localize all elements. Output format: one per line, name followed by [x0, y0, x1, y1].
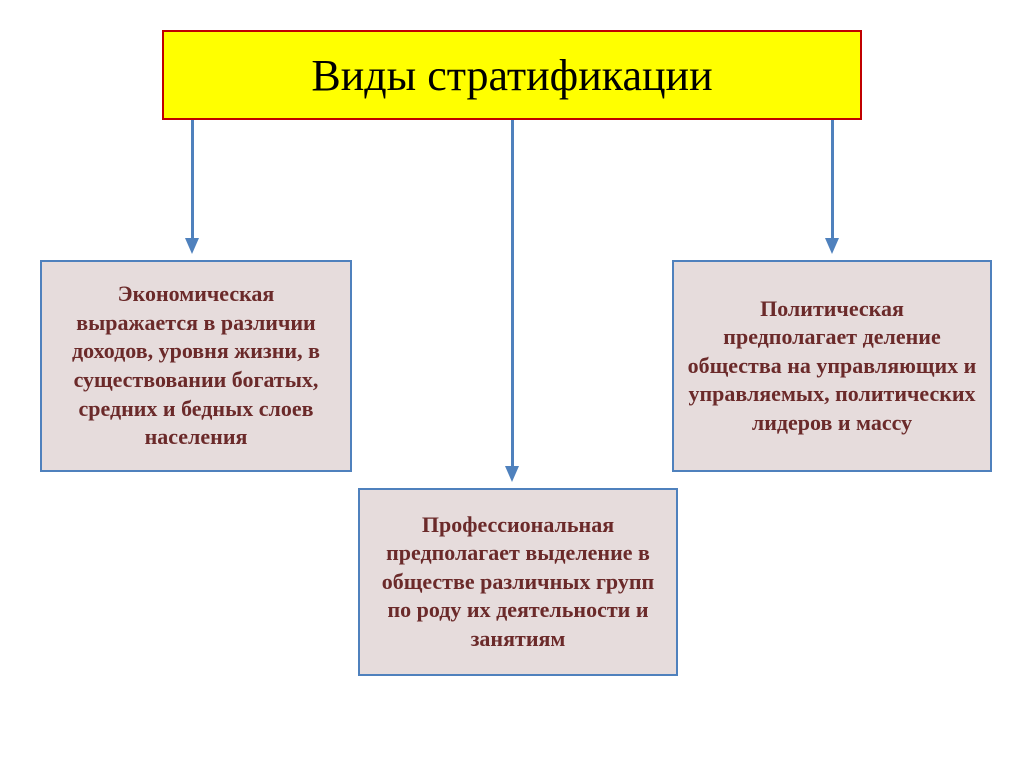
stratification-type-body: предполагает выделение в обществе различ…	[368, 539, 668, 653]
stratification-type-body: выражается в различии доходов, уровня жи…	[50, 309, 342, 452]
arrow-line	[511, 120, 514, 466]
arrow-line	[191, 120, 194, 238]
stratification-type-box: Политическаяпредполагает деление обществ…	[672, 260, 992, 472]
arrow-head-icon	[185, 238, 199, 254]
stratification-type-box: Профессиональнаяпредполагает выделение в…	[358, 488, 678, 676]
arrow-head-icon	[505, 466, 519, 482]
stratification-type-title: Профессиональная	[368, 511, 668, 540]
stratification-type-box: Экономическаявыражается в различии доход…	[40, 260, 352, 472]
stratification-type-body: предполагает деление общества на управля…	[682, 323, 982, 437]
diagram-title-box: Виды стратификации	[162, 30, 862, 120]
stratification-type-title: Политическая	[682, 295, 982, 324]
arrow-head-icon	[825, 238, 839, 254]
stratification-type-title: Экономическая	[50, 280, 342, 309]
diagram-title-text: Виды стратификации	[311, 50, 712, 101]
arrow-line	[831, 120, 834, 238]
